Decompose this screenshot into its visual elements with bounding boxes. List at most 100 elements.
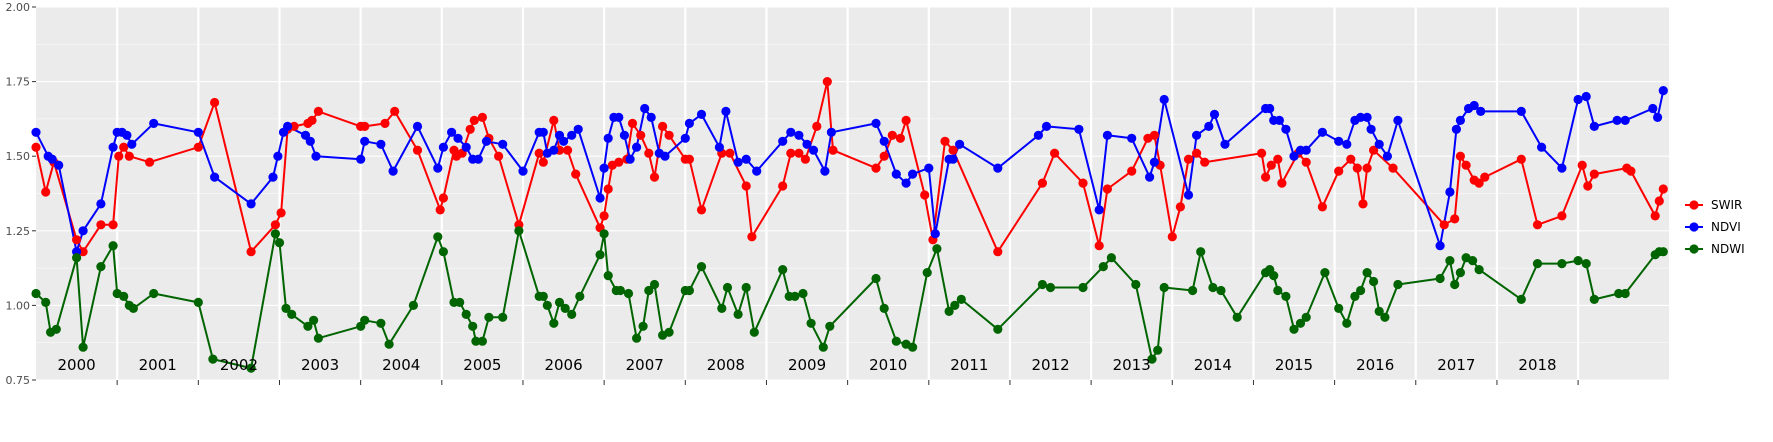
data-point-ndwi [78,342,88,352]
year-labels: 2000 2001 2002 2003 2004 2005 2006 2007 2008 2009… [57,356,1556,374]
data-point-ndwi [623,288,634,299]
data-point-ndwi [615,285,626,296]
data-point-swir [871,163,881,173]
data-point-swir [828,145,838,155]
data-point-ndwi [1289,324,1299,334]
data-point-swir [563,145,573,155]
data-point-ndvi [1658,86,1668,96]
data-point-ndvi [1393,115,1403,125]
year-label: 2016 [1356,356,1394,374]
data-point-swir [1317,202,1327,212]
data-point-swir [696,205,707,215]
data-point-ndwi [438,247,448,257]
data-point-swir [31,142,41,152]
data-point-swir [307,115,317,125]
data-point-ndwi [1356,285,1366,296]
data-point-ndwi [484,312,494,322]
data-point-ndwi [128,303,138,313]
data-point-ndvi [908,169,918,179]
data-point-ndvi [1102,130,1112,140]
data-point-ndwi [595,250,605,260]
data-point-swir [1257,148,1267,158]
data-point-ndvi [246,199,256,209]
data-point-ndwi [1393,279,1403,290]
data-point-swir [812,121,822,131]
data-point-ndvi [714,142,725,152]
data-point-ndvi [625,154,635,164]
year-label: 2018 [1518,356,1556,374]
legend-key-point [1689,222,1699,232]
data-point-ndwi [1131,279,1141,290]
data-point-ndvi [268,172,278,182]
data-point-ndvi [826,127,837,137]
data-point-ndvi [1149,157,1159,167]
data-point-ndwi [542,300,552,310]
data-point-ndwi [1445,256,1455,266]
data-point-ndwi [733,309,743,319]
legend-key-point [1689,244,1699,254]
data-point-ndwi [567,309,577,319]
data-point-ndwi [1455,268,1465,278]
data-point-ndwi [149,288,159,299]
data-point-ndvi [619,130,630,140]
data-point-ndvi [1094,205,1104,215]
data-point-ndvi [518,166,528,176]
data-point-ndvi [1620,115,1630,125]
data-point-swir [1450,214,1460,224]
data-point-ndwi [31,288,41,299]
data-point-ndvi [1382,151,1392,161]
data-point-ndwi [1435,273,1445,284]
data-point-ndvi [1356,112,1366,122]
data-point-swir [1461,160,1471,170]
y-tick-label: 1.25 [6,225,31,238]
data-point-ndvi [646,112,656,122]
data-point-swir [993,247,1003,257]
legend-label-ndvi: NDVI [1711,220,1741,234]
data-point-ndvi [1159,94,1169,105]
data-point-ndvi [924,163,934,173]
data-point-ndwi [603,271,613,281]
data-point-swir [684,154,695,164]
data-point-ndvi [948,154,958,164]
data-point-swir [193,142,203,152]
data-point-ndwi [41,297,51,307]
year-label: 2007 [626,356,664,374]
data-point-ndvi [1451,124,1461,134]
data-point-ndwi [638,321,648,331]
data-point-ndvi [559,136,569,146]
year-label: 2010 [869,356,907,374]
data-point-swir [72,235,82,245]
data-point-swir [1626,166,1636,176]
data-point-swir [360,121,370,131]
year-label: 2015 [1275,356,1313,374]
data-point-ndvi [453,133,463,143]
data-point-ndwi [778,265,788,275]
data-point-ndwi [1273,285,1283,296]
data-point-swir [1516,154,1526,164]
data-point-ndwi [871,273,881,284]
data-point-ndvi [31,127,41,137]
data-point-ndwi [696,262,707,272]
data-point-ndwi [208,354,218,364]
data-point-swir [114,151,124,161]
year-label: 2008 [707,356,745,374]
data-point-swir [435,205,445,215]
data-point-ndwi [1589,294,1599,304]
data-point-ndvi [54,160,64,170]
data-point-ndwi [1342,318,1352,328]
data-point-ndwi [644,285,654,296]
data-point-ndwi [1380,312,1390,322]
series [31,77,1668,373]
data-point-ndwi [1581,259,1591,269]
data-point-ndvi [412,121,423,131]
data-point-swir [1654,196,1664,206]
data-point-ndvi [498,139,508,149]
data-point-swir [603,184,613,194]
data-point-swir [380,118,390,128]
data-point-swir [627,118,638,128]
data-point-ndwi [664,327,674,337]
data-point-ndvi [955,139,965,149]
data-point-ndwi [575,291,585,301]
data-point-ndvi [567,130,577,140]
data-point-swir [1102,184,1112,194]
